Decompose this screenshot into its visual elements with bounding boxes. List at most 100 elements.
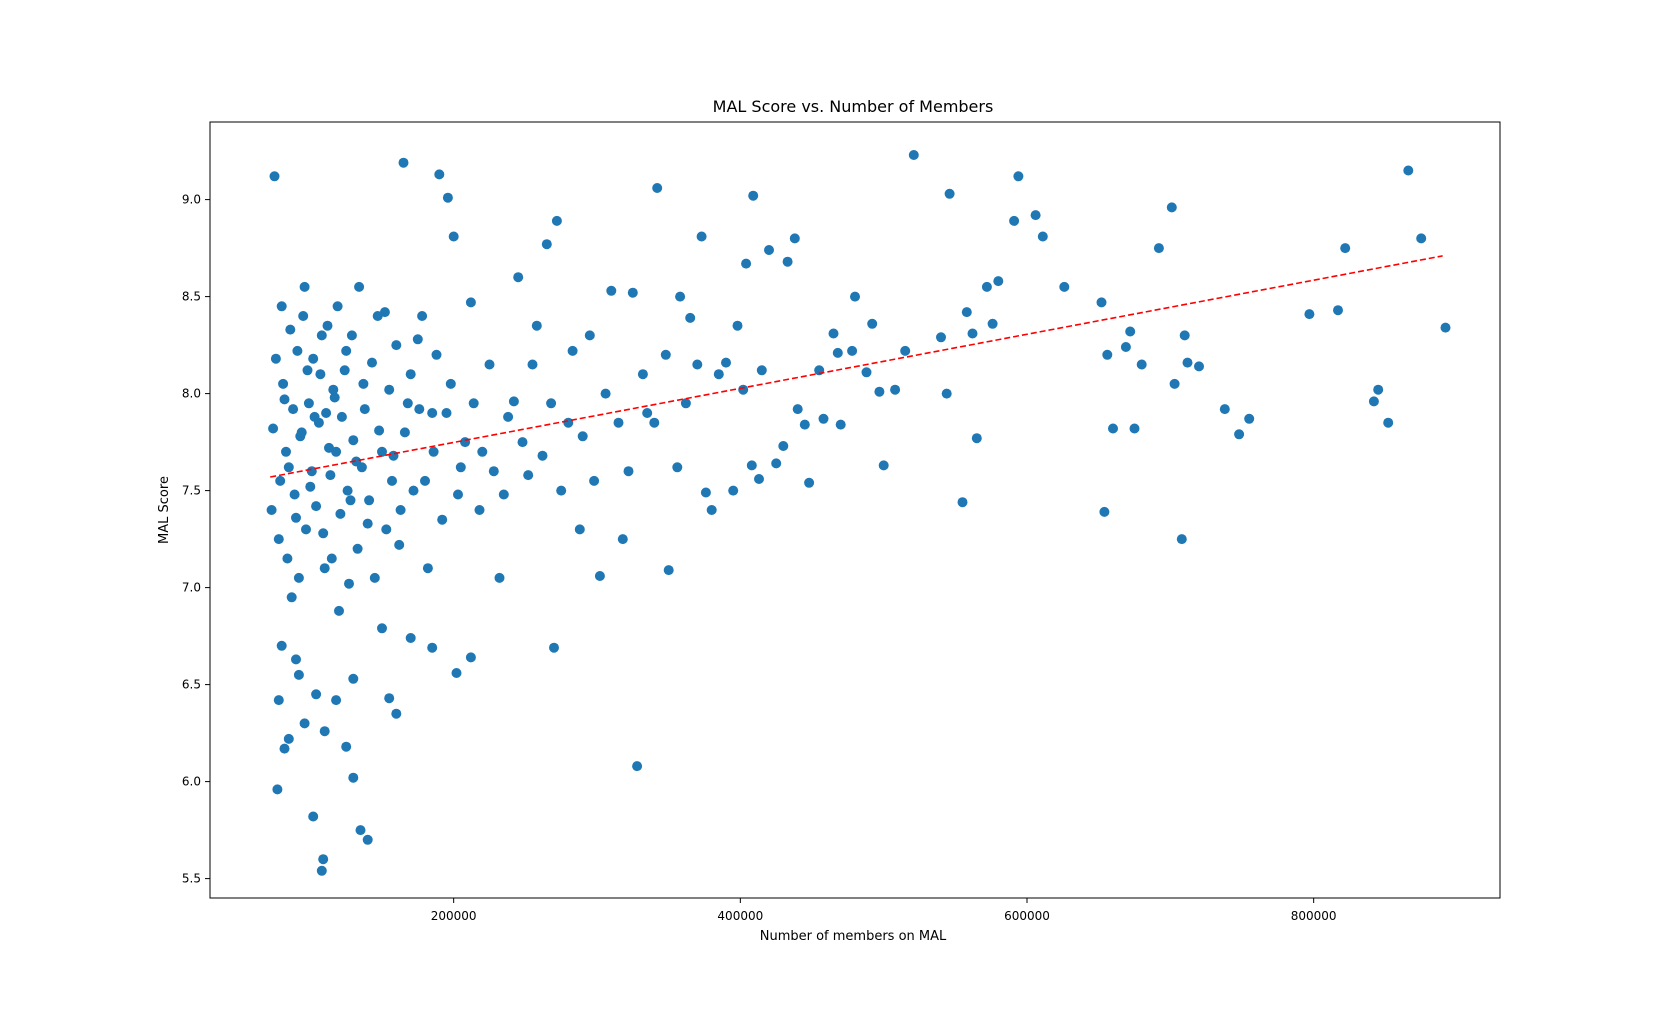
data-point (1059, 281, 1070, 292)
data-point (346, 330, 357, 341)
data-point (319, 726, 330, 737)
data-point (696, 231, 707, 242)
data-point (961, 307, 972, 318)
data-point (1125, 326, 1136, 337)
y-tick-label: 7.5 (182, 484, 201, 498)
data-point (527, 359, 538, 370)
data-point (623, 466, 634, 477)
data-point (1179, 330, 1190, 341)
data-point (405, 633, 416, 643)
data-point (1219, 404, 1230, 415)
data-point (567, 345, 578, 356)
data-point (384, 693, 395, 704)
data-point (291, 512, 301, 523)
trend-line-group (270, 255, 1443, 478)
data-point (971, 433, 982, 444)
data-point (427, 408, 438, 418)
data-point (282, 553, 293, 564)
data-point (272, 784, 283, 795)
data-point (356, 462, 367, 473)
data-point (322, 320, 333, 331)
x-tick-label: 400000 (717, 909, 763, 923)
data-point (359, 404, 370, 415)
data-point (395, 505, 406, 515)
data-point (441, 408, 452, 418)
data-point (273, 695, 284, 706)
data-point (399, 427, 410, 438)
data-point (1416, 233, 1427, 244)
data-point (362, 518, 373, 529)
data-point (498, 489, 509, 500)
data-point (332, 301, 343, 312)
data-point (402, 398, 413, 409)
data-point (303, 398, 314, 409)
data-point (908, 150, 919, 160)
data-point (1333, 305, 1343, 316)
data-point (364, 495, 375, 506)
data-point (298, 311, 309, 321)
data-point (1037, 231, 1048, 242)
data-point (748, 190, 759, 201)
data-point (279, 743, 290, 754)
data-point (584, 330, 595, 341)
data-point (331, 695, 342, 706)
data-point (789, 233, 800, 244)
y-tick-label: 5.5 (182, 872, 201, 886)
data-point (427, 642, 438, 653)
data-point (1176, 534, 1187, 545)
data-point (468, 398, 479, 409)
data-point (434, 169, 445, 180)
data-point (663, 565, 674, 576)
data-points (266, 150, 1451, 876)
data-point (355, 825, 366, 836)
data-point (546, 398, 557, 409)
data-point (551, 215, 562, 226)
data-point (494, 572, 505, 583)
data-point (293, 669, 304, 680)
data-point (574, 524, 585, 535)
data-point (941, 388, 952, 399)
y-tick-label: 9.0 (182, 193, 201, 207)
data-point (1383, 417, 1394, 428)
data-point (460, 437, 471, 448)
data-point (589, 475, 600, 486)
data-point (828, 328, 839, 339)
data-point (299, 718, 310, 729)
data-point (861, 367, 872, 378)
data-point (369, 572, 380, 583)
data-point (594, 571, 605, 581)
data-point (600, 388, 611, 399)
data-point (503, 411, 514, 422)
data-point (391, 708, 402, 719)
data-point (792, 404, 803, 415)
data-point (283, 462, 294, 473)
data-point (878, 460, 889, 471)
data-point (292, 345, 303, 356)
data-point (517, 437, 528, 448)
data-point (329, 392, 340, 403)
data-point (1099, 506, 1110, 517)
data-point (276, 640, 287, 651)
data-point (818, 413, 829, 424)
data-point (754, 474, 764, 484)
data-point (455, 462, 466, 473)
data-point (354, 281, 365, 292)
data-point (477, 446, 488, 457)
data-point (1129, 423, 1140, 434)
data-point (642, 408, 653, 418)
data-point (721, 357, 731, 368)
data-point (316, 330, 327, 341)
data-point (296, 427, 307, 438)
data-point (316, 865, 327, 876)
data-point (1009, 215, 1020, 226)
data-point (308, 353, 319, 364)
data-point (270, 353, 281, 364)
data-point (713, 369, 724, 380)
data-point (771, 458, 782, 469)
y-axis-label: MAL Score (157, 476, 172, 544)
data-point (398, 157, 409, 168)
data-point (288, 404, 299, 415)
data-point (957, 497, 968, 508)
data-point (890, 384, 901, 395)
data-point (513, 272, 524, 283)
